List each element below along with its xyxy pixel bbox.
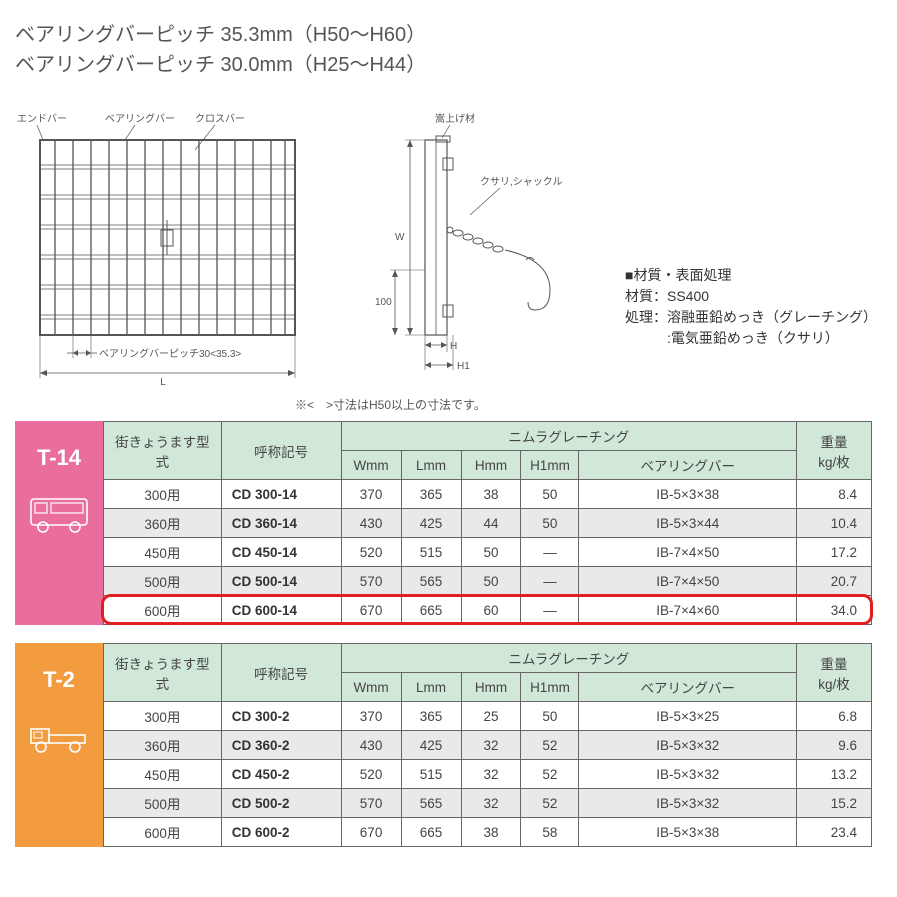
t14-badge-title: T-14	[37, 445, 81, 471]
t2-badge: T-2	[15, 643, 103, 847]
table-row: 450用 CD 450-2 5205153252 IB-5×3×32 13.2	[104, 760, 872, 789]
t2-tbody: 300用 CD 300-2 3703652550 IB-5×3×25 6.8 3…	[104, 702, 872, 847]
truck-icon	[29, 715, 89, 757]
material-block: ■材質・表面処理 材質：SS400 処理：溶融亜鉛めっき（グレーチング） :電気…	[625, 265, 877, 349]
dimension-note: ※< >寸法はH50以上の寸法です。	[295, 396, 882, 413]
material-mat: 材質：SS400	[625, 286, 877, 307]
t2-table-wrap: 街きょうます型式 呼称記号 ニムラグレーチング 重量kg/枚 Wmm Lmm H…	[103, 643, 872, 847]
svg-text:クサリ,シャックル: クサリ,シャックル	[480, 176, 562, 188]
diagram-top-view: エンドバー ベアリングバー クロスバー	[15, 110, 325, 390]
svg-text:H1: H1	[457, 361, 470, 372]
t14-table-wrap: 街きょうます型式 呼称記号 ニムラグレーチング 重量kg/枚 Wmm Lmm H…	[103, 421, 872, 625]
pitch-line-1: ベアリングバーピッチ 35.3mm（H50～H60）	[15, 20, 882, 50]
t2-badge-title: T-2	[43, 667, 75, 693]
table-row: 360用 CD 360-14 4304254450 IB-5×3×44 10.4	[104, 509, 872, 538]
t14-thead: 街きょうます型式 呼称記号 ニムラグレーチング 重量kg/枚 Wmm Lmm H…	[104, 422, 872, 480]
table-row: 360用 CD 360-2 4304253252 IB-5×3×32 9.6	[104, 731, 872, 760]
t2-thead: 街きょうます型式 呼称記号 ニムラグレーチング 重量kg/枚 Wmm Lmm H…	[104, 644, 872, 702]
t14-table: 街きょうます型式 呼称記号 ニムラグレーチング 重量kg/枚 Wmm Lmm H…	[103, 421, 872, 625]
svg-text:ベアリングバーピッチ30<35.3>: ベアリングバーピッチ30<35.3>	[99, 347, 241, 360]
svg-text:L: L	[160, 377, 166, 388]
table-row: 500用 CD 500-2 5705653252 IB-5×3×32 15.2	[104, 789, 872, 818]
svg-text:クロスバー: クロスバー	[195, 113, 245, 125]
material-heading: ■材質・表面処理	[625, 265, 877, 286]
bus-icon	[29, 493, 89, 535]
table-row: 500用 CD 500-14 57056550— IB-7×4×50 20.7	[104, 567, 872, 596]
t14-badge: T-14	[15, 421, 103, 625]
svg-text:エンドバー: エンドバー	[17, 113, 67, 125]
table-row: 450用 CD 450-14 52051550— IB-7×4×50 17.2	[104, 538, 872, 567]
t2-block: T-2 街きょうます型式 呼称記号 ニムラグレーチング 重量kg/枚 Wmm L…	[15, 643, 882, 847]
material-proc1: 処理：溶融亜鉛めっき（グレーチング）	[625, 307, 877, 328]
table-row: 600用 CD 600-14 67066560— IB-7×4×60 34.0	[104, 596, 872, 625]
diagram-side-view: 嵩上げ材 クサリ,シャックル	[350, 110, 600, 390]
svg-text:嵩上げ材: 嵩上げ材	[435, 112, 475, 125]
pitch-line-2: ベアリングバーピッチ 30.0mm（H25～H44）	[15, 50, 882, 80]
diagram-row: エンドバー ベアリングバー クロスバー	[15, 110, 882, 390]
material-proc2: :電気亜鉛めっき（クサリ）	[625, 328, 877, 349]
table-row: 600用 CD 600-2 6706653858 IB-5×3×38 23.4	[104, 818, 872, 847]
t14-tbody: 300用 CD 300-14 3703653850 IB-5×3×38 8.4 …	[104, 480, 872, 625]
table-row: 300用 CD 300-2 3703652550 IB-5×3×25 6.8	[104, 702, 872, 731]
svg-text:ベアリングバー: ベアリングバー	[105, 112, 175, 125]
pitch-block: ベアリングバーピッチ 35.3mm（H50～H60） ベアリングバーピッチ 30…	[15, 20, 882, 80]
table-row: 300用 CD 300-14 3703653850 IB-5×3×38 8.4	[104, 480, 872, 509]
svg-text:100: 100	[375, 297, 392, 308]
svg-text:W: W	[395, 232, 405, 243]
t14-block: T-14 街きょうます型式 呼称記号 ニムラグレーチング 重量kg/枚 Wmm …	[15, 421, 882, 625]
svg-text:H: H	[450, 341, 457, 352]
t2-table: 街きょうます型式 呼称記号 ニムラグレーチング 重量kg/枚 Wmm Lmm H…	[103, 643, 872, 847]
